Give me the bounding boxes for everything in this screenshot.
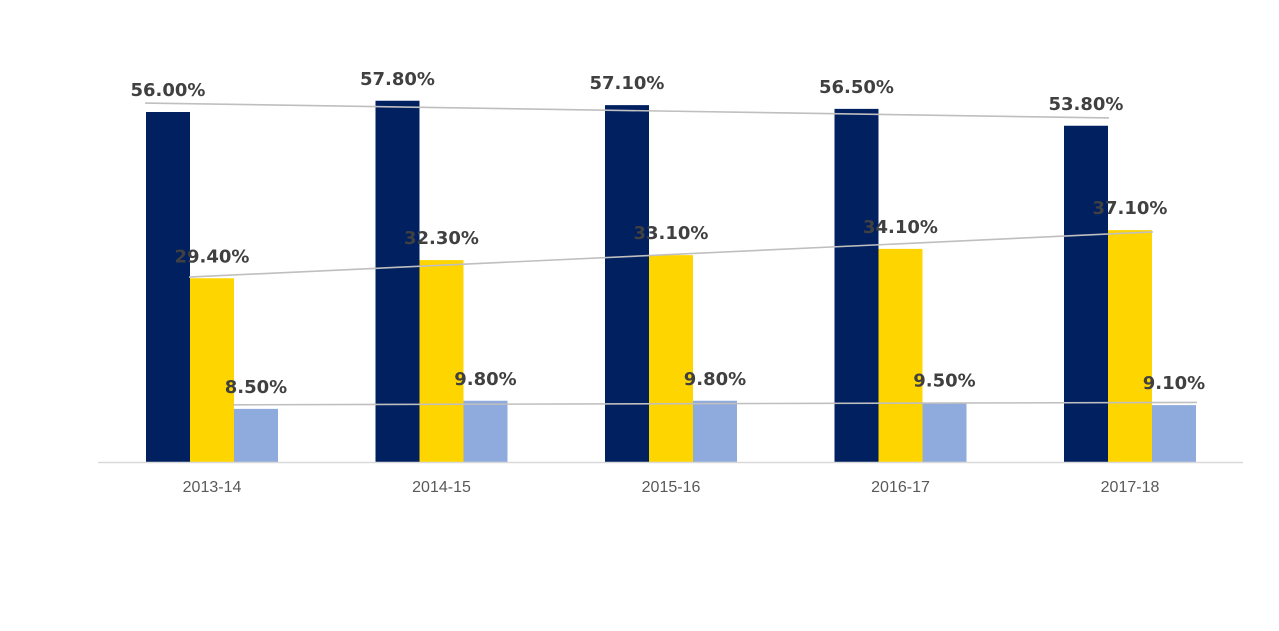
bar-series3-2013-14: [234, 408, 278, 462]
bar-series1-2017-18: [1064, 125, 1108, 462]
bar-series1-2016-17: [834, 108, 879, 462]
bar-series2-2014-15: [419, 260, 464, 462]
x-tick-label: 2017-18: [1101, 479, 1160, 496]
data-label-series2-2013-14: 29.40%: [175, 246, 250, 267]
bar-series2-2016-17: [878, 248, 923, 462]
bar-series1-2013-14: [146, 112, 190, 462]
data-label-series2-2017-18: 37.10%: [1093, 198, 1168, 219]
data-label-series2-2016-17: 34.10%: [863, 217, 938, 238]
trendline-series2: [189, 231, 1153, 278]
bar-series1-2014-15: [375, 100, 420, 462]
bar-series3-2014-15: [463, 400, 508, 462]
bar-series1-2015-16: [605, 105, 649, 462]
bar-series2-2015-16: [649, 255, 693, 462]
bar-series2-2013-14: [190, 278, 234, 462]
bar-series3-2017-18: [1152, 405, 1196, 462]
x-tick-label: 2013-14: [183, 479, 242, 496]
data-label-series1-2014-15: 57.80%: [360, 69, 435, 90]
trendline-series1: [145, 102, 1109, 119]
data-label-series3-2014-15: 9.80%: [454, 369, 516, 390]
data-labels-layer: 56.00% 57.80% 57.10% 56.50% 53.80% 29.40% 32.3…: [131, 69, 1206, 398]
data-label-series3-2015-16: 9.80%: [684, 369, 746, 390]
data-label-series1-2016-17: 56.50%: [819, 77, 894, 98]
bar-series3-2016-17: [922, 402, 967, 462]
bar-series2-2017-18: [1108, 230, 1152, 462]
x-tick-label: 2015-16: [642, 479, 701, 496]
data-label-series2-2015-16: 33.10%: [634, 223, 709, 244]
bar-series3-2015-16: [693, 400, 737, 462]
data-label-series3-2016-17: 9.50%: [913, 371, 975, 392]
trendline-series3: [233, 401, 1197, 406]
data-label-series3-2017-18: 9.10%: [1143, 373, 1205, 394]
trendlines-layer: [145, 102, 1197, 406]
data-label-series2-2014-15: 32.30%: [404, 228, 479, 249]
x-tick-labels-layer: 2013-14 2014-15 2015-16 2016-17 2017-18: [183, 479, 1160, 496]
bars-layer: [146, 100, 1196, 462]
x-tick-label: 2016-17: [871, 479, 930, 496]
data-label-series1-2015-16: 57.10%: [590, 73, 665, 94]
x-tick-label: 2014-15: [412, 479, 471, 496]
data-label-series3-2013-14: 8.50%: [225, 377, 287, 398]
data-label-series1-2017-18: 53.80%: [1049, 94, 1124, 115]
data-label-series1-2013-14: 56.00%: [131, 80, 206, 101]
